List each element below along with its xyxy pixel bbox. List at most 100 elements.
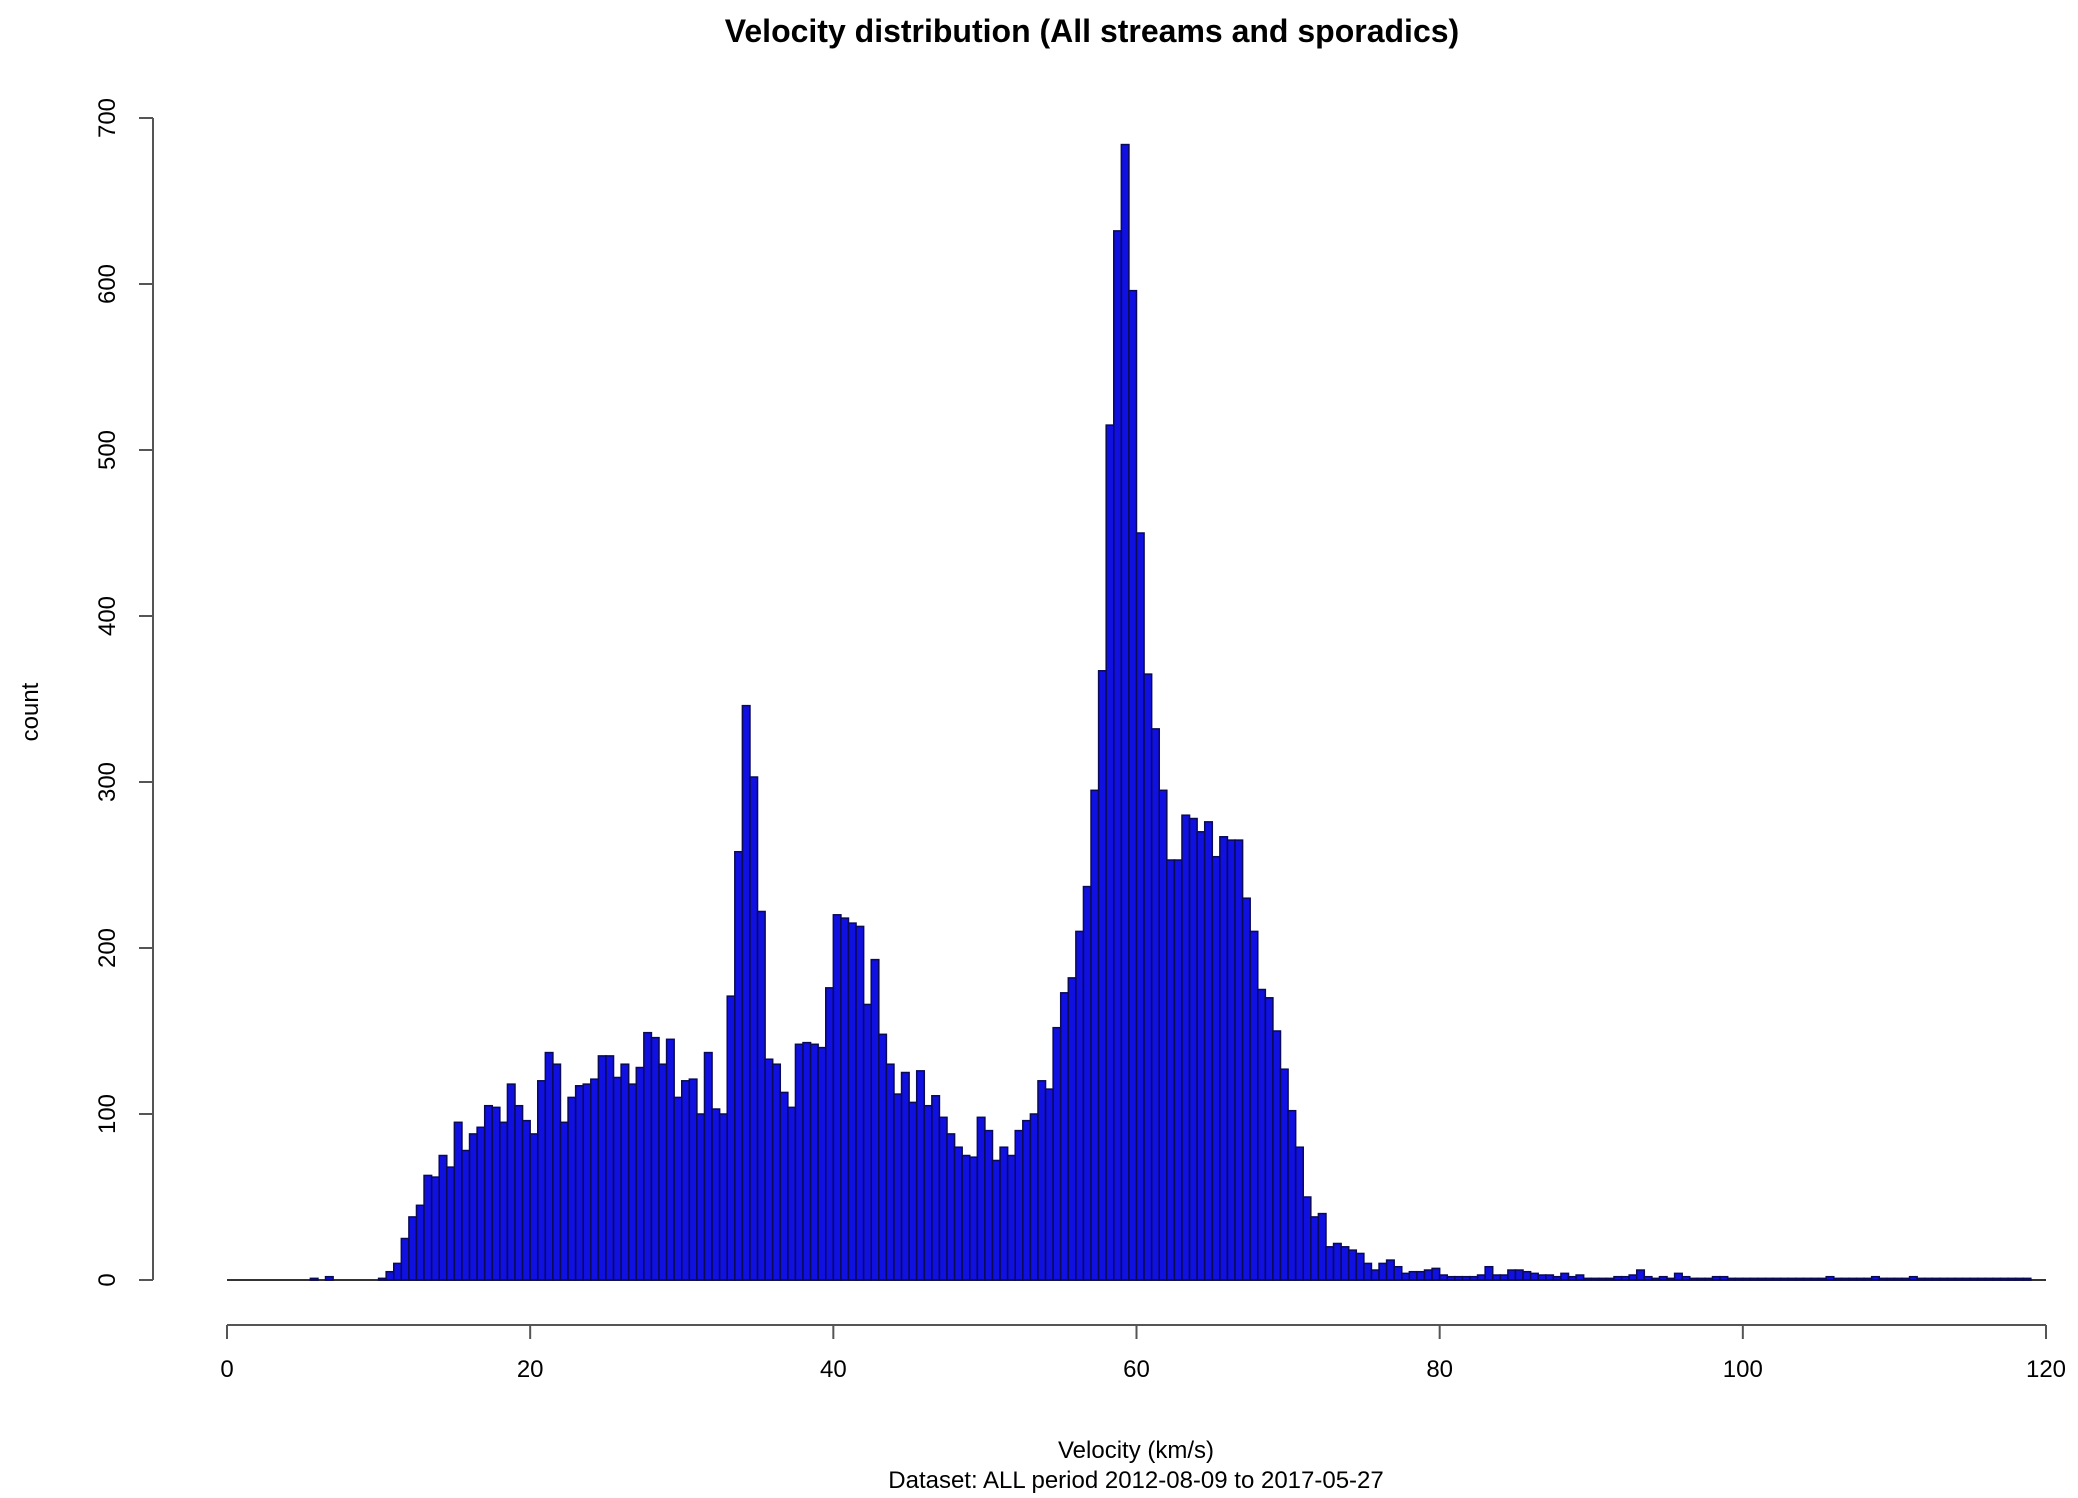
histogram-bar: [1287, 1109, 1297, 1281]
histogram-bar: [1908, 1275, 1918, 1281]
histogram-bar: [1855, 1277, 1865, 1281]
histogram-bar: [1605, 1277, 1615, 1281]
histogram-bar: [1575, 1274, 1585, 1281]
histogram-bar: [840, 917, 850, 1281]
histogram-bar: [605, 1055, 615, 1281]
histogram-bar: [1385, 1259, 1395, 1281]
histogram-bar: [969, 1156, 979, 1281]
histogram-bar: [809, 1043, 819, 1281]
histogram-bar: [1097, 670, 1107, 1281]
histogram-bar: [377, 1277, 387, 1281]
histogram-bar: [461, 1149, 471, 1281]
histogram-bar: [1658, 1275, 1668, 1281]
histogram-bar: [423, 1174, 433, 1281]
histogram-bar: [1628, 1274, 1638, 1281]
histogram-bar: [590, 1078, 600, 1281]
histogram-bar: [499, 1121, 509, 1281]
x-tick-label: 40: [820, 1356, 847, 1383]
histogram-bar: [862, 1003, 872, 1281]
histogram-bar: [1810, 1277, 1820, 1281]
y-tick-label: 500: [94, 430, 121, 470]
histogram-bar: [1401, 1272, 1411, 1281]
histogram-bar: [1787, 1277, 1797, 1281]
histogram-bar: [847, 922, 857, 1281]
histogram-bar: [567, 1096, 577, 1281]
histogram-bar: [438, 1154, 448, 1281]
histogram-bar: [476, 1126, 486, 1281]
histogram-bar: [559, 1121, 569, 1281]
histogram-bar: [688, 1078, 698, 1281]
histogram-bar: [1219, 836, 1229, 1281]
histogram-bar: [1696, 1277, 1706, 1281]
histogram-bar: [938, 1116, 948, 1281]
histogram-bar: [1241, 897, 1251, 1281]
histogram-bar: [1264, 997, 1274, 1281]
histogram-bar: [832, 914, 842, 1281]
histogram-bar: [1522, 1270, 1532, 1281]
histogram-bar: [1226, 839, 1236, 1281]
histogram-bar: [1939, 1277, 1949, 1281]
histogram-bar: [1598, 1277, 1608, 1281]
histogram-bar: [658, 1063, 668, 1281]
histogram-bar: [1802, 1277, 1812, 1281]
histogram-bar: [787, 1106, 797, 1281]
histogram-bar: [1681, 1275, 1691, 1281]
histogram-bar: [1332, 1242, 1342, 1281]
chart-title: Velocity distribution (All streams and s…: [725, 13, 1459, 49]
y-tick-label: 100: [94, 1094, 121, 1134]
histogram-bar: [1469, 1275, 1479, 1281]
histogram-bar: [976, 1116, 986, 1281]
histogram-bar: [726, 995, 736, 1281]
histogram-bar: [574, 1085, 584, 1281]
histogram-bar: [1022, 1119, 1032, 1281]
histogram-bar: [1969, 1277, 1979, 1281]
histogram-bar: [1643, 1275, 1653, 1281]
histogram-bar: [1378, 1262, 1388, 1281]
histogram-bar: [1901, 1277, 1911, 1281]
histogram-bar: [1211, 855, 1221, 1281]
histogram-bar: [1825, 1275, 1835, 1281]
histogram-bar: [635, 1066, 645, 1281]
histogram-bar: [1749, 1277, 1759, 1281]
histogram-bar: [552, 1063, 562, 1281]
histogram-bar: [1779, 1277, 1790, 1281]
histogram-bar: [1014, 1129, 1024, 1281]
histogram-bar: [673, 1096, 683, 1281]
histogram-bar: [1408, 1270, 1418, 1281]
histogram-bar: [529, 1133, 539, 1281]
histogram-bar: [1431, 1267, 1441, 1281]
histogram-bar: [1317, 1212, 1327, 1281]
histogram-bar: [1128, 289, 1138, 1281]
histogram-bar: [1560, 1272, 1570, 1281]
histogram-bar: [885, 1063, 895, 1281]
histogram-bar: [870, 958, 880, 1281]
histogram-bar: [923, 1104, 933, 1281]
histogram-bar: [1234, 839, 1244, 1281]
histogram-bar: [1529, 1272, 1539, 1281]
x-tick-label: 100: [1723, 1356, 1763, 1383]
histogram-bar: [741, 704, 751, 1281]
histogram-bars: [309, 143, 2032, 1281]
histogram-bar: [1181, 814, 1191, 1281]
histogram-bar: [1135, 532, 1145, 1281]
histogram-bar: [802, 1041, 812, 1281]
y-tick-label: 300: [94, 762, 121, 802]
histogram-bar: [415, 1204, 425, 1281]
histogram-bar: [1454, 1275, 1464, 1281]
histogram-bar: [1166, 859, 1176, 1281]
histogram-bar: [309, 1277, 319, 1281]
histogram-bar: [900, 1071, 910, 1281]
histogram-bar: [961, 1154, 971, 1281]
histogram-bar: [1105, 424, 1115, 1281]
histogram-bar: [908, 1101, 918, 1281]
histogram-bar: [650, 1036, 660, 1281]
histogram-bar: [1347, 1249, 1358, 1281]
histogram-bar: [514, 1104, 524, 1281]
histogram-bar: [1833, 1277, 1843, 1281]
y-axis: 0 100 200 300 400 500 600 700: [94, 98, 154, 1287]
histogram-bar: [1757, 1277, 1767, 1281]
histogram-bar: [1082, 885, 1092, 1281]
histogram-bar: [1158, 789, 1168, 1281]
histogram-bar: [1711, 1275, 1721, 1281]
